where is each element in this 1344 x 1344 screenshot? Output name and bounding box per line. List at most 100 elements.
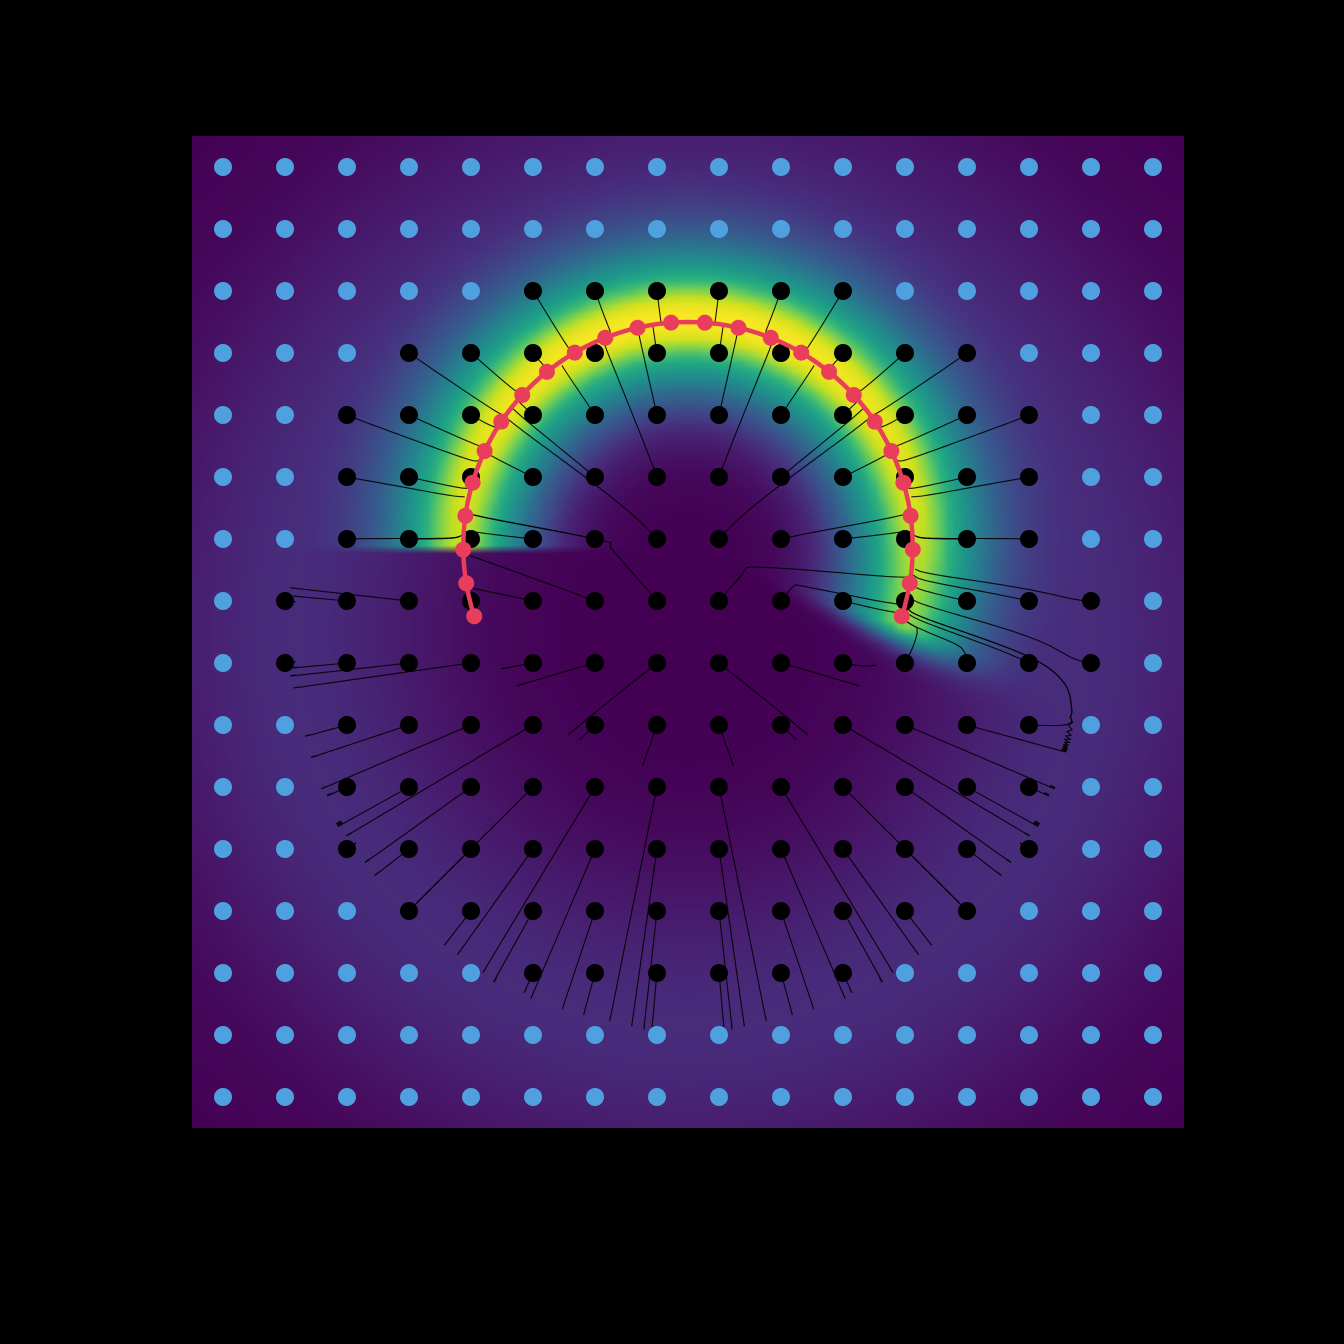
grid-dot-inside — [524, 468, 542, 486]
grid-dot-inside — [524, 902, 542, 920]
grid-dot-outside — [1082, 158, 1100, 176]
grid-dot-inside — [400, 406, 418, 424]
grid-dot-outside — [710, 220, 728, 238]
grid-dot-outside — [586, 1088, 604, 1106]
grid-dot-inside — [1020, 406, 1038, 424]
grid-dot-inside — [772, 406, 790, 424]
grid-dot-outside — [1144, 158, 1162, 176]
grid-dot-outside — [400, 964, 418, 982]
grid-dot-outside — [834, 158, 852, 176]
grid-dot-outside — [958, 1088, 976, 1106]
grid-dot-inside — [772, 964, 790, 982]
trajectory — [719, 330, 738, 415]
grid-dot-inside — [462, 654, 480, 672]
grid-dot-inside — [648, 344, 666, 362]
grid-dot-outside — [276, 158, 294, 176]
grid-dot-inside — [586, 654, 604, 672]
grid-dot-outside — [524, 158, 542, 176]
grid-dot-inside — [400, 592, 418, 610]
grid-dot-outside — [214, 406, 232, 424]
grid-dot-inside — [772, 468, 790, 486]
grid-dot-inside — [710, 344, 728, 362]
grid-dot-inside — [834, 716, 852, 734]
trajectory — [719, 341, 773, 477]
grid-dot-inside — [462, 406, 480, 424]
grid-dot-outside — [462, 964, 480, 982]
ridge-marker — [905, 542, 921, 558]
grid-dot-inside — [834, 964, 852, 982]
grid-dot-outside — [1082, 468, 1100, 486]
grid-dot-inside — [772, 778, 790, 796]
grid-dot-outside — [586, 1026, 604, 1044]
grid-dot-outside — [338, 964, 356, 982]
ridge-marker — [465, 475, 481, 491]
grid-dot-inside — [586, 964, 604, 982]
grid-dot-inside — [710, 778, 728, 796]
grid-dot-outside — [1144, 964, 1162, 982]
grid-dot-outside — [1082, 964, 1100, 982]
trajectory — [365, 787, 471, 863]
grid-dot-outside — [958, 282, 976, 300]
grid-dot-outside — [1082, 716, 1100, 734]
grid-dot-inside — [586, 840, 604, 858]
grid-dot-outside — [1020, 282, 1038, 300]
grid-dot-outside — [896, 158, 914, 176]
grid-dot-inside — [400, 902, 418, 920]
grid-dot-outside — [338, 344, 356, 362]
ridge-marker — [477, 443, 493, 459]
grid-dot-outside — [1144, 406, 1162, 424]
grid-dot-outside — [710, 1088, 728, 1106]
grid-dot-inside — [462, 778, 480, 796]
grid-dot-outside — [214, 840, 232, 858]
trajectory — [905, 618, 968, 663]
grid-dot-outside — [400, 282, 418, 300]
grid-dot-outside — [214, 220, 232, 238]
ridge-marker — [539, 364, 555, 380]
grid-dot-outside — [214, 344, 232, 362]
grid-dot-inside — [400, 468, 418, 486]
grid-dot-outside — [276, 840, 294, 858]
ridge-marker — [846, 387, 862, 403]
grid-dot-outside — [1020, 902, 1038, 920]
grid-dots-layer — [214, 158, 1162, 1106]
grid-dot-outside — [400, 158, 418, 176]
grid-dot-inside — [524, 530, 542, 548]
grid-dot-inside — [1020, 716, 1038, 734]
grid-dot-outside — [1144, 716, 1162, 734]
grid-dot-outside — [586, 220, 604, 238]
grid-dot-inside — [958, 902, 976, 920]
grid-dot-inside — [958, 592, 976, 610]
grid-dot-inside — [338, 468, 356, 486]
grid-dot-outside — [462, 1088, 480, 1106]
grid-dot-outside — [586, 158, 604, 176]
grid-dot-inside — [524, 282, 542, 300]
grid-dot-outside — [400, 1088, 418, 1106]
trajectory — [603, 341, 657, 477]
grid-dot-inside — [338, 778, 356, 796]
ridge-marker — [730, 320, 746, 336]
trajectory — [855, 353, 905, 395]
grid-dot-outside — [1020, 158, 1038, 176]
grid-dot-inside — [896, 406, 914, 424]
grid-dot-inside — [958, 840, 976, 858]
grid-dot-outside — [214, 530, 232, 548]
grid-dot-inside — [1020, 530, 1038, 548]
ridge-marker — [895, 475, 911, 491]
grid-dot-inside — [648, 716, 666, 734]
grid-dot-outside — [1082, 1088, 1100, 1106]
grid-dot-outside — [1082, 344, 1100, 362]
grid-dot-inside — [772, 592, 790, 610]
grid-dot-outside — [772, 1026, 790, 1044]
grid-dot-outside — [400, 1026, 418, 1044]
grid-dot-inside — [648, 964, 666, 982]
trajectory — [781, 787, 893, 973]
grid-dot-inside — [586, 530, 604, 548]
ridge-marker — [455, 542, 471, 558]
trajectory — [910, 595, 1091, 663]
grid-dot-inside — [834, 406, 852, 424]
grid-dot-inside — [710, 902, 728, 920]
grid-dot-inside — [648, 902, 666, 920]
trajectory — [719, 787, 766, 1021]
ridge-marker — [466, 608, 482, 624]
grid-dot-outside — [1082, 902, 1100, 920]
